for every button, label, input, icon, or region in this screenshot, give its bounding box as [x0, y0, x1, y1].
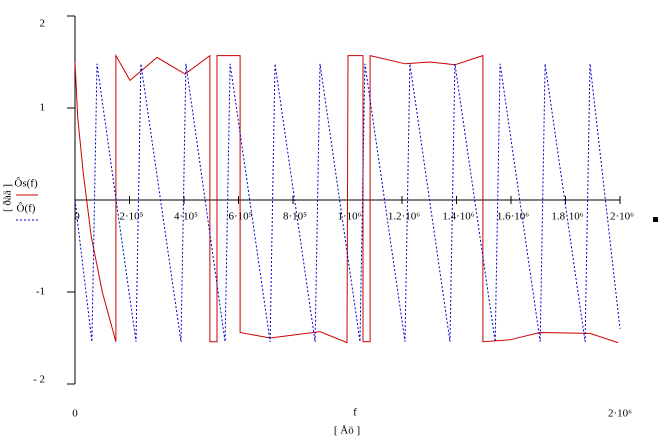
legend-label: Ôs(f): [14, 178, 38, 190]
x-tick-label: 1·10⁶: [338, 211, 362, 223]
x-limit-label: 2·10⁶: [608, 408, 632, 420]
y-tick-label: 2: [40, 18, 46, 30]
x-tick-label: 4·10⁵: [174, 211, 198, 223]
x-tick-label: 2·10⁶: [610, 211, 634, 223]
y-tick-label: -1: [36, 286, 45, 298]
series-line: [74, 53, 619, 344]
x-tick-label: 1.4·10⁶: [442, 211, 474, 223]
x-limit-label: 0: [72, 408, 78, 420]
y-unit: [ ðàä ]: [2, 184, 14, 212]
x-tick-label: 1.2·10⁶: [388, 211, 420, 223]
y-tick-label: 1: [40, 102, 46, 114]
marker: [653, 217, 658, 222]
x-tick-label: 2·10⁵: [120, 211, 144, 223]
y-tick-label: - 2: [33, 374, 45, 386]
x-unit: [ Åö ]: [334, 425, 360, 437]
x-tick-label: 1.6·10⁶: [497, 211, 529, 223]
legend-label: Ô(f): [17, 203, 36, 215]
x-tick-label: 8·10⁵: [283, 211, 307, 223]
x-label: f: [353, 407, 357, 419]
